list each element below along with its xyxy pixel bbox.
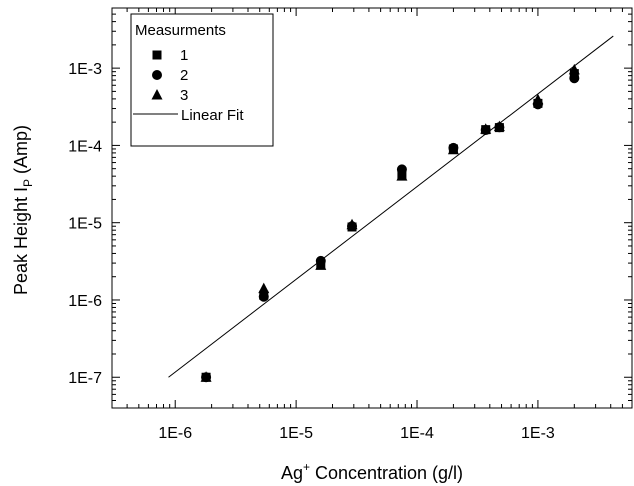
y-axis-title: Peak Height IP (Amp)	[11, 125, 35, 295]
x-tick-label: 1E-4	[400, 425, 434, 442]
legend-marker-square	[152, 50, 162, 60]
tick-labels: 1E-6 1E-5 1E-4 1E-3 1E-7 1E-6 1E-5 1E-4 1E-3	[68, 61, 555, 442]
legend: Measurments 1 2 3 Linear Fit	[130, 13, 274, 147]
y-tick-label: 1E-5	[68, 216, 102, 233]
axis-ticks	[111, 7, 633, 409]
data-point-triangle	[396, 170, 408, 181]
y-tick-label: 1E-3	[68, 61, 102, 78]
legend-marker-circle	[152, 70, 162, 80]
data-markers	[200, 63, 580, 383]
data-point-circle	[396, 164, 407, 175]
legend-entry-label: 3	[180, 87, 188, 104]
legend-entry-label: 1	[180, 47, 188, 64]
x-axis-title: Ag+ Concentration (g/l)	[281, 460, 463, 483]
data-point-triangle	[532, 93, 544, 105]
data-point-triangle	[200, 371, 212, 382]
x-axis-title-base: Ag	[281, 463, 303, 483]
x-axis-title-sup: +	[303, 460, 310, 474]
data-point-triangle	[258, 282, 270, 294]
data-point-triangle	[493, 120, 505, 132]
data-point-triangle	[315, 259, 327, 270]
x-tick-label: 1E-6	[158, 425, 192, 442]
data-point-triangle	[480, 123, 492, 134]
data-point-triangle	[346, 218, 358, 230]
legend-marker-triangle	[151, 89, 163, 100]
y-axis-title-rest: (Amp)	[11, 125, 31, 179]
data-point-triangle	[568, 63, 580, 75]
legend-entry: 3	[151, 87, 188, 104]
y-axis-title-main: Peak Height I	[11, 187, 31, 295]
y-tick-label: 1E-6	[68, 293, 102, 310]
plot-area	[111, 7, 633, 409]
legend-entry: 1	[152, 47, 188, 64]
legend-title: Measurments	[135, 22, 226, 39]
legend-entry: 2	[152, 67, 188, 84]
linear-fit-line	[168, 35, 614, 378]
legend-entry-label: Linear Fit	[181, 107, 244, 124]
legend-entry-label: 2	[180, 67, 188, 84]
x-tick-label: 1E-5	[279, 425, 313, 442]
legend-entries: 1 2 3 Linear Fit	[133, 47, 244, 124]
legend-box	[130, 13, 274, 147]
x-axis-title-rest: Concentration (g/l)	[310, 463, 463, 483]
x-tick-label: 1E-3	[521, 425, 555, 442]
data-point-triangle	[447, 143, 459, 155]
data-point-circle	[569, 73, 580, 84]
legend-entry: Linear Fit	[133, 107, 244, 124]
y-tick-label: 1E-7	[68, 370, 102, 387]
data-point-circle	[258, 291, 269, 302]
y-axis-title-sub: P	[21, 179, 35, 187]
y-tick-label: 1E-4	[68, 138, 102, 155]
